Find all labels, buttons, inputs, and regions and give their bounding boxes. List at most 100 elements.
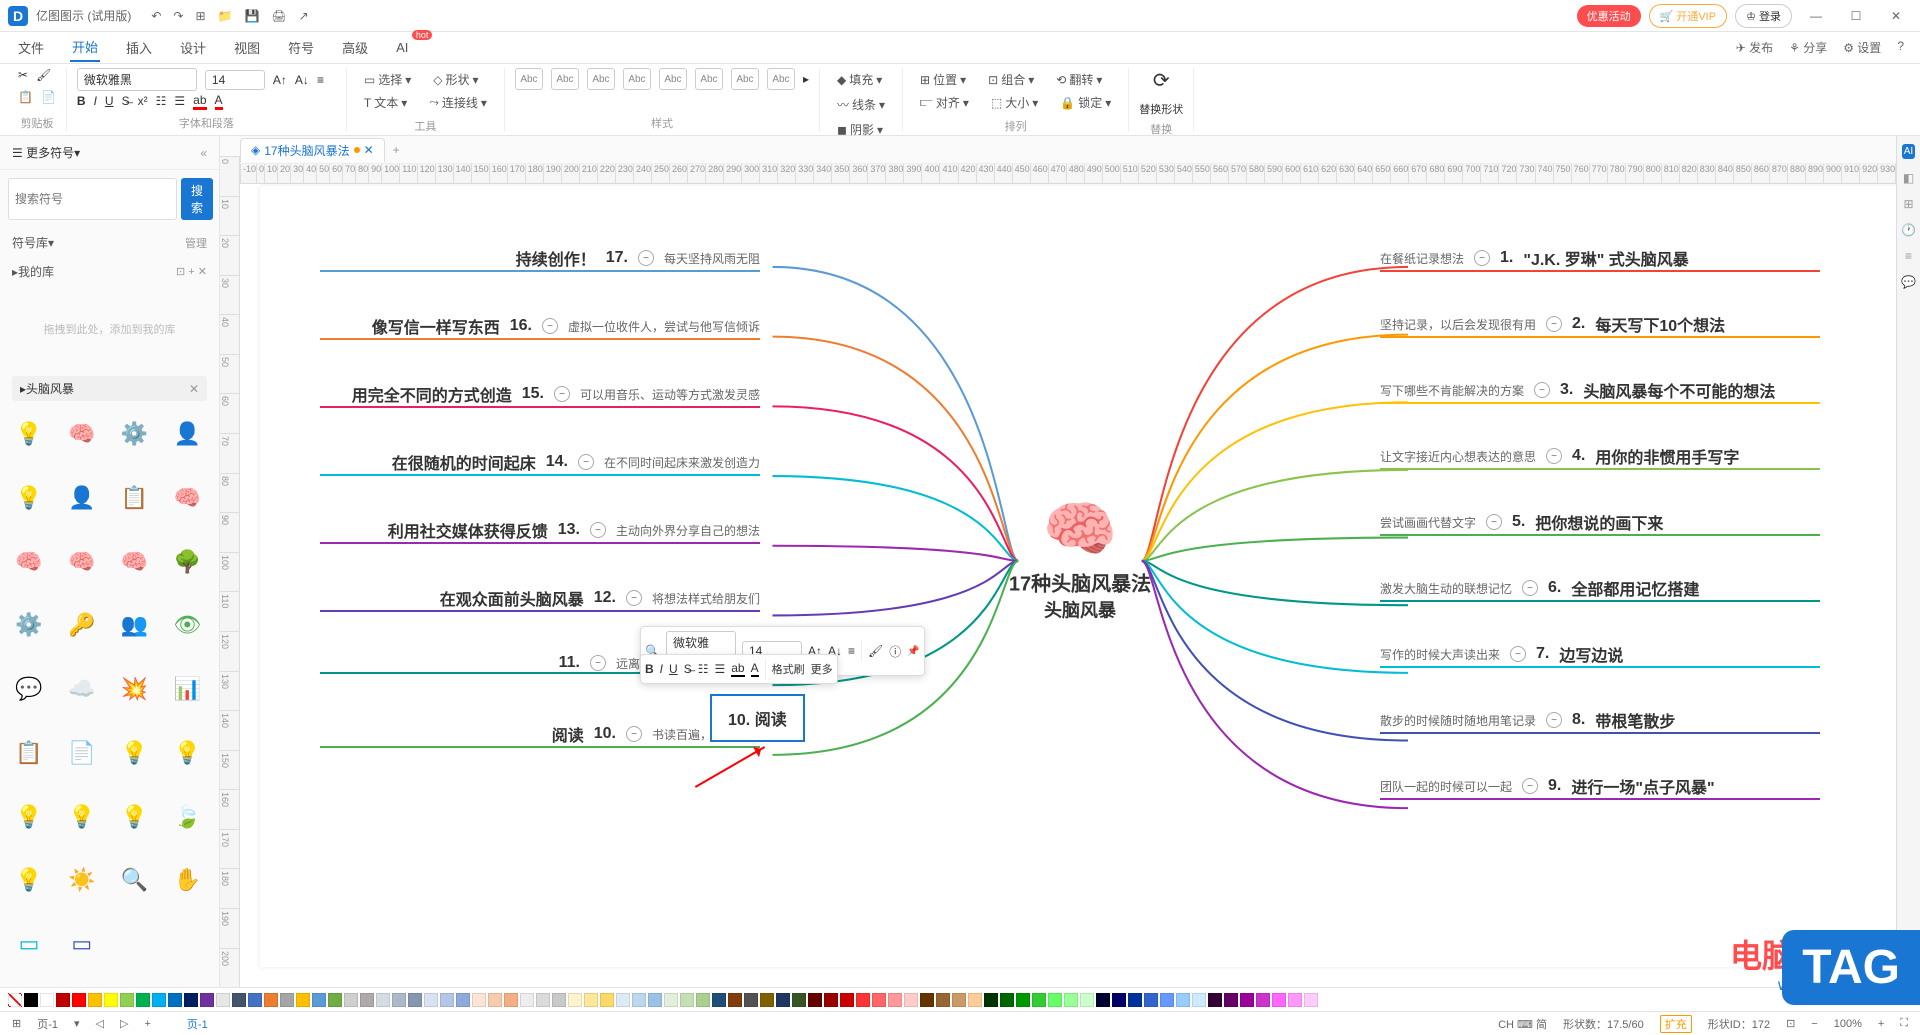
color-swatch[interactable]: [728, 993, 742, 1007]
rb-theme-icon[interactable]: ◧: [1903, 171, 1914, 185]
text-tool[interactable]: T 文本 ▾: [357, 91, 414, 114]
color-swatch[interactable]: [1304, 993, 1318, 1007]
color-swatch[interactable]: [1240, 993, 1254, 1007]
color-swatch[interactable]: [824, 993, 838, 1007]
symbol-item[interactable]: ⚙️: [8, 604, 50, 646]
branch-node[interactable]: 散步的时候随时随地用笔记录 − 8. 带根笔散步: [1380, 708, 1820, 734]
branch-node[interactable]: 尝试画画代替文字 − 5. 把你想说的画下来: [1380, 510, 1820, 536]
sb-upgrade[interactable]: 扩充: [1660, 1015, 1692, 1033]
color-swatch[interactable]: [152, 993, 166, 1007]
symbol-item[interactable]: 💡: [8, 413, 50, 455]
replace-shape-icon[interactable]: ⟳: [1153, 68, 1170, 93]
ft-bulletlist-icon[interactable]: ☰: [714, 662, 725, 676]
rb-layout-icon[interactable]: ⊞: [1903, 197, 1913, 211]
style-swatch[interactable]: Abc: [551, 68, 579, 90]
print-icon[interactable]: 🖨: [271, 9, 286, 23]
color-swatch[interactable]: [328, 993, 342, 1007]
connector-tool[interactable]: ⤳ 连接线 ▾: [422, 91, 494, 114]
canvas[interactable]: 🧠 17种头脑风暴法 头脑风暴 每天坚持风雨无阻 − 17. 持续创作！ 虚拟一…: [260, 186, 1900, 967]
menu-插入[interactable]: 插入: [124, 34, 154, 61]
color-swatch[interactable]: [904, 993, 918, 1007]
undo-icon[interactable]: ↶: [151, 9, 161, 23]
color-swatch[interactable]: [504, 993, 518, 1007]
manage-link[interactable]: 管理: [185, 235, 207, 251]
save-icon[interactable]: 💾: [244, 9, 259, 23]
ft-strike-icon[interactable]: S̶: [684, 662, 692, 676]
color-swatch[interactable]: [1224, 993, 1238, 1007]
symbol-item[interactable]: 🧠: [61, 541, 103, 583]
symbol-item[interactable]: 🔑: [61, 604, 103, 646]
color-swatch[interactable]: [856, 993, 870, 1007]
symbol-item[interactable]: 👁: [166, 604, 208, 646]
symbol-item[interactable]: 📋: [114, 477, 156, 519]
color-swatch[interactable]: [312, 993, 326, 1007]
color-swatch[interactable]: [600, 993, 614, 1007]
color-swatch[interactable]: [424, 993, 438, 1007]
sb-ime[interactable]: CH ⌨ 简: [1498, 1016, 1547, 1032]
shape-tool[interactable]: ◇ 形状 ▾: [426, 68, 485, 91]
collapse-icon[interactable]: −: [1546, 316, 1562, 332]
color-swatch[interactable]: [72, 993, 86, 1007]
branch-node[interactable]: 将想法样式给朋友们 − 12. 在观众面前头脑风暴: [320, 586, 760, 612]
collapse-icon[interactable]: −: [554, 386, 570, 402]
color-swatch[interactable]: [552, 993, 566, 1007]
sb-zoomin-icon[interactable]: +: [1878, 1018, 1884, 1030]
ft-pin-icon[interactable]: 📌: [907, 646, 919, 657]
symbol-item[interactable]: 💡: [8, 477, 50, 519]
symbol-item[interactable]: 👤: [61, 477, 103, 519]
symbol-item[interactable]: 🌳: [166, 541, 208, 583]
ft-brush-label[interactable]: 格式刷: [772, 661, 805, 677]
branch-node[interactable]: 让文字接近内心想表达的意思 − 4. 用你的非惯用手写字: [1380, 444, 1820, 470]
color-swatch[interactable]: [744, 993, 758, 1007]
ft-align-icon[interactable]: ≡: [848, 644, 855, 658]
symbol-item[interactable]: 🔍: [114, 859, 156, 901]
menu-文件[interactable]: 文件: [16, 34, 46, 61]
symbol-item[interactable]: 🧠: [166, 477, 208, 519]
color-swatch[interactable]: [136, 993, 150, 1007]
group-button[interactable]: ⊡ 组合 ▾: [981, 68, 1041, 91]
symbol-item[interactable]: 💡: [166, 732, 208, 774]
branch-node[interactable]: 虚拟一位收件人，尝试与他写信倾诉 − 16. 像写信一样写东西: [320, 314, 760, 340]
color-swatch[interactable]: [88, 993, 102, 1007]
symbol-item[interactable]: ▭: [61, 923, 103, 965]
color-swatch[interactable]: [1272, 993, 1286, 1007]
sb-add-page-icon[interactable]: +: [144, 1018, 150, 1030]
sb-page[interactable]: 页-1: [37, 1016, 58, 1032]
export-icon[interactable]: ↗: [299, 9, 309, 23]
ft-highlight-icon[interactable]: ab: [731, 661, 744, 677]
highlight-icon[interactable]: ab: [193, 93, 206, 110]
color-swatch[interactable]: [1128, 993, 1142, 1007]
sb-fullscreen-icon[interactable]: ⛶: [1900, 1017, 1908, 1030]
menu-开始[interactable]: 开始: [70, 33, 100, 62]
branch-node[interactable]: 在不同时间起床来激发创造力 − 14. 在很随机的时间起床: [320, 450, 760, 476]
branch-node[interactable]: 书读百遍，其义自见 − 10. 阅读: [320, 722, 760, 748]
symbol-item[interactable]: 💬: [8, 668, 50, 710]
collapse-icon[interactable]: −: [590, 522, 606, 538]
vip-button[interactable]: 🛒 开通VIP: [1649, 4, 1727, 28]
publish-button[interactable]: ✈ 发布: [1736, 39, 1773, 56]
tag-close-icon[interactable]: ✕: [189, 382, 199, 396]
color-swatch[interactable]: [168, 993, 182, 1007]
color-swatch[interactable]: [696, 993, 710, 1007]
open-icon[interactable]: 📁: [218, 9, 233, 23]
line-spacing-icon[interactable]: ≡: [317, 73, 324, 87]
color-swatch[interactable]: [1256, 993, 1270, 1007]
symbol-item[interactable]: 💡: [8, 859, 50, 901]
ft-numlist-icon[interactable]: ☷: [698, 662, 709, 676]
color-swatch[interactable]: [984, 993, 998, 1007]
branch-node[interactable]: 激发大脑生动的联想记忆 − 6. 全部都用记忆搭建: [1380, 576, 1820, 602]
no-color[interactable]: [8, 993, 22, 1007]
collapse-icon[interactable]: −: [1486, 514, 1502, 530]
symbol-item[interactable]: ▭: [8, 923, 50, 965]
collapse-icon[interactable]: −: [1522, 580, 1538, 596]
search-button[interactable]: 搜索: [181, 178, 213, 220]
ft-italic-icon[interactable]: I: [660, 662, 663, 676]
branch-node[interactable]: 写下哪些不肯能解决的方案 − 3. 头脑风暴每个不可能的想法: [1380, 378, 1820, 404]
style-swatch[interactable]: Abc: [623, 68, 651, 90]
color-swatch[interactable]: [56, 993, 70, 1007]
editing-node[interactable]: 10. 阅读: [710, 694, 805, 742]
add-tab-icon[interactable]: +: [393, 143, 400, 157]
rb-history-icon[interactable]: 🕐: [1901, 223, 1916, 237]
color-swatch[interactable]: [376, 993, 390, 1007]
style-swatch[interactable]: Abc: [695, 68, 723, 90]
